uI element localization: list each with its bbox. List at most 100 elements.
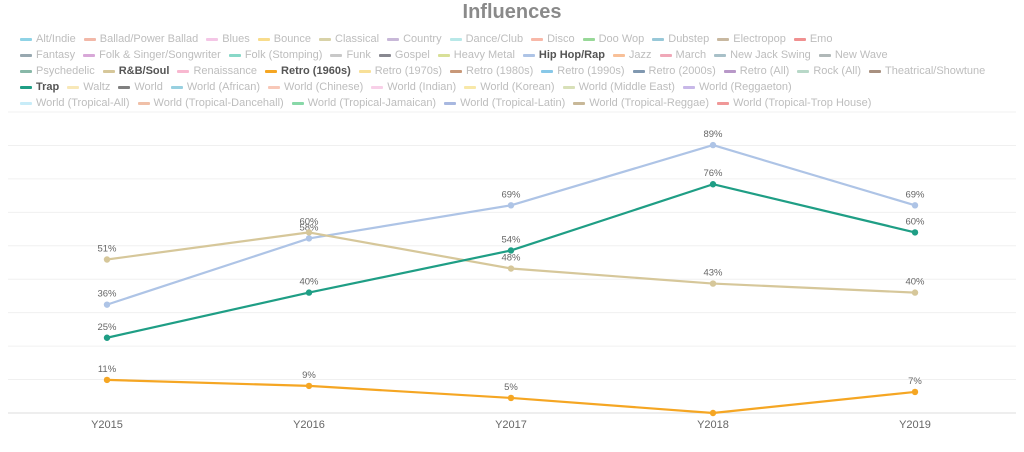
legend-item-electropop[interactable]: Electropop	[717, 33, 786, 45]
legend-item-ballad-power-ballad[interactable]: Ballad/Power Ballad	[83, 33, 199, 45]
legend-swatch	[450, 69, 462, 73]
legend-item-dance-club[interactable]: Dance/Club	[449, 33, 523, 45]
legend-item-heavy-metal[interactable]: Heavy Metal	[437, 49, 515, 61]
legend-swatch	[118, 85, 131, 89]
legend-item-world-tropical-dancehall[interactable]: World (Tropical-Dancehall)	[137, 97, 284, 109]
legend-swatch	[868, 69, 881, 73]
data-label: 25%	[97, 322, 117, 333]
legend-row: Psychedelic R&B/Soul Renaissance Retro (196…	[20, 63, 1010, 79]
legend-label: Hip Hop/Rap	[538, 49, 605, 61]
legend-item-march[interactable]: March	[659, 49, 706, 61]
legend-swatch	[319, 37, 332, 41]
legend-label: Ballad/Power Ballad	[99, 33, 199, 45]
legend-item-new-wave[interactable]: New Wave	[818, 49, 888, 61]
legend-item-retro-2000s[interactable]: Retro (2000s)	[632, 65, 716, 77]
legend-label: Folk (Stomping)	[244, 49, 323, 61]
legend-item-world-reggaeton[interactable]: World (Reggaeton)	[682, 81, 792, 93]
legend-item-jazz[interactable]: Jazz	[612, 49, 652, 61]
legend-item-waltz[interactable]: Waltz	[67, 81, 110, 93]
legend-item-folk-stomping[interactable]: Folk (Stomping)	[228, 49, 323, 61]
legend-item-retro-1990s[interactable]: Retro (1990s)	[541, 65, 625, 77]
data-point	[709, 280, 717, 287]
legend-label: World (Chinese)	[284, 81, 364, 93]
legend-label: World (Tropical-Reggae)	[589, 97, 710, 109]
legend-swatch	[659, 53, 672, 57]
legend-item-folk-singer-songwriter[interactable]: Folk & Singer/Songwriter	[83, 49, 221, 61]
data-label: 7%	[908, 376, 922, 387]
legend-item-emo[interactable]: Emo	[793, 33, 832, 45]
legend-item-fantasy[interactable]: Fantasy	[20, 49, 75, 61]
legend-label: Retro (1970s)	[374, 65, 442, 77]
legend-swatch	[652, 37, 665, 41]
legend-item-world-tropical-all[interactable]: World (Tropical-All)	[20, 97, 130, 109]
legend-item-hip-hop-rap[interactable]: Hip Hop/Rap	[522, 49, 605, 61]
legend-swatch	[714, 53, 727, 57]
data-label: 51%	[97, 243, 117, 254]
legend-item-doo-wop[interactable]: Doo Wop	[582, 33, 644, 45]
legend-item-retro-1980s[interactable]: Retro (1980s)	[450, 65, 533, 77]
legend-swatch	[228, 53, 241, 57]
legend-item-country[interactable]: Country	[387, 33, 442, 45]
legend-label: Electropop	[733, 33, 786, 45]
legend-item-world-tropical-jamaican[interactable]: World (Tropical-Jamaican)	[291, 97, 436, 109]
legend-item-r-b-soul[interactable]: R&B/Soul	[102, 65, 170, 77]
legend-item-bounce[interactable]: Bounce	[257, 33, 311, 45]
legend-label: World (Middle East)	[578, 81, 675, 93]
data-point	[709, 181, 717, 188]
data-point	[709, 409, 717, 417]
legend-label: New Jack Swing	[730, 49, 811, 61]
legend-label: World (Indian)	[387, 81, 457, 93]
legend-item-world-middle-east[interactable]: World (Middle East)	[562, 81, 675, 93]
legend-label: World (Tropical-All)	[36, 97, 130, 109]
legend-swatch	[20, 101, 32, 105]
legend-swatch	[573, 101, 586, 105]
legend-label: Renaissance	[193, 65, 258, 77]
legend-item-trap[interactable]: Trap	[20, 81, 59, 93]
legend-swatch	[257, 37, 270, 41]
legend-swatch	[371, 85, 384, 89]
legend-label: Disco	[547, 33, 575, 45]
legend-label: World (Tropical-Trop House)	[733, 97, 872, 109]
legend-item-classical[interactable]: Classical	[319, 33, 379, 45]
legend-item-alt-indie[interactable]: Alt/Indie	[20, 33, 76, 45]
legend-item-new-jack-swing[interactable]: New Jack Swing	[714, 49, 811, 61]
legend-item-rock-all[interactable]: Rock (All)	[797, 65, 861, 77]
legend-swatch	[437, 53, 450, 57]
series-line-hip-hop-rap	[106, 144, 916, 306]
legend-label: New Wave	[834, 49, 888, 61]
legend-item-world[interactable]: World	[118, 81, 163, 93]
legend-item-disco[interactable]: Disco	[531, 33, 575, 45]
legend-item-theatrical-showtune[interactable]: Theatrical/Showtune	[868, 65, 985, 77]
data-label: 69%	[501, 189, 521, 200]
data-point	[709, 141, 717, 149]
legend-swatch	[531, 37, 544, 41]
legend-label: Dubstep	[668, 33, 710, 45]
legend-swatch	[358, 69, 371, 73]
legend-item-retro-all[interactable]: Retro (All)	[723, 65, 789, 77]
legend-item-dubstep[interactable]: Dubstep	[652, 33, 709, 45]
legend-item-retro-1970s[interactable]: Retro (1970s)	[358, 65, 442, 77]
legend-label: World (Tropical-Dancehall)	[153, 97, 284, 109]
legend-swatch	[20, 69, 32, 73]
legend: Alt/Indie Ballad/Power Ballad Blues Bounce C…	[20, 31, 1010, 111]
legend-item-psychedelic[interactable]: Psychedelic	[20, 65, 95, 77]
legend-item-world-tropical-latin[interactable]: World (Tropical-Latin)	[444, 97, 565, 109]
x-tick-label: Y2019	[899, 419, 931, 431]
data-label: 36%	[97, 289, 117, 300]
legend-item-blues[interactable]: Blues	[206, 33, 250, 45]
legend-item-retro-1960s[interactable]: Retro (1960s)	[265, 65, 351, 77]
legend-item-gospel[interactable]: Gospel	[378, 49, 430, 61]
legend-item-world-korean[interactable]: World (Korean)	[464, 81, 555, 93]
legend-item-world-tropical-reggae[interactable]: World (Tropical-Reggae)	[573, 97, 709, 109]
legend-item-renaissance[interactable]: Renaissance	[177, 65, 257, 77]
legend-swatch	[177, 69, 190, 73]
legend-item-world-indian[interactable]: World (Indian)	[371, 81, 456, 93]
data-point	[507, 247, 515, 254]
legend-item-funk[interactable]: Funk	[330, 49, 371, 61]
legend-item-world-tropical-trop-house[interactable]: World (Tropical-Trop House)	[717, 97, 871, 109]
legend-item-world-african[interactable]: World (African)	[170, 81, 260, 93]
legend-label: R&B/Soul	[118, 65, 170, 77]
legend-item-world-chinese[interactable]: World (Chinese)	[268, 81, 363, 93]
data-label: 11%	[98, 364, 117, 375]
legend-label: Alt/Indie	[36, 33, 76, 45]
